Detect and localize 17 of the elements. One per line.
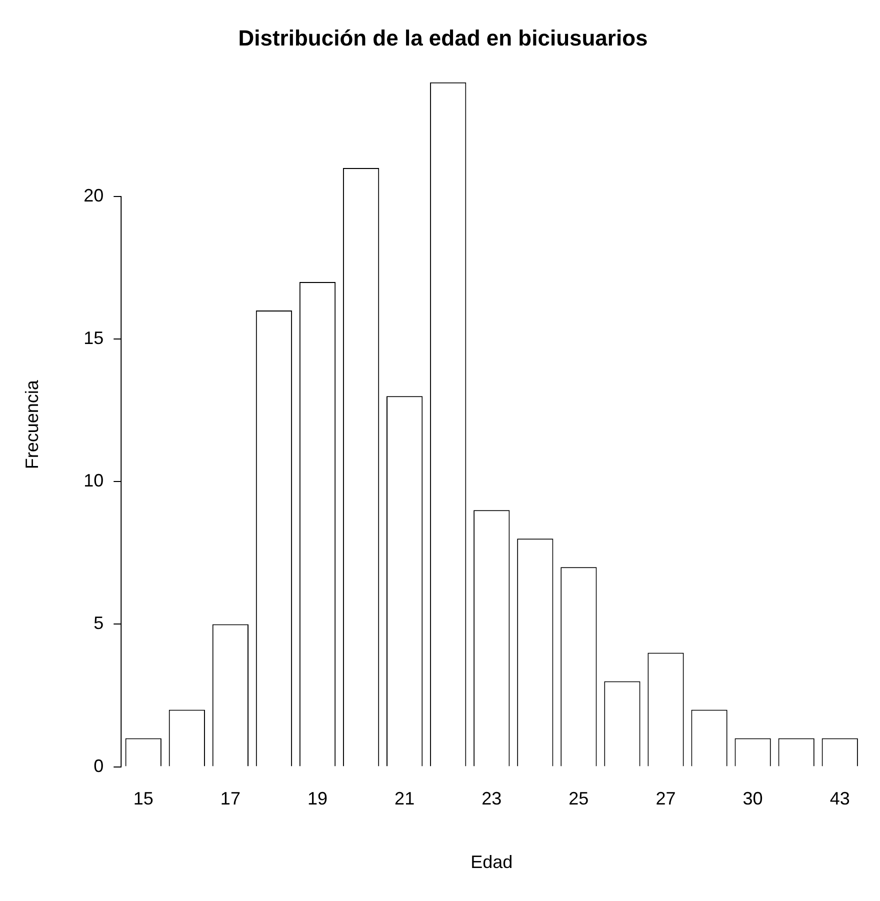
x-tick-label: 27 [656,788,676,809]
y-tick-label: 5 [94,613,104,634]
x-tick-label: 15 [133,788,154,809]
chart-title: Distribución de la edad en biciusuarios [238,25,648,50]
y-tick-label: 10 [84,470,104,491]
x-tick-label: 23 [482,788,502,809]
y-tick-label: 15 [84,328,104,348]
x-tick-label: 21 [394,788,415,809]
x-tick-label: 30 [742,788,763,809]
x-tick-label: 25 [568,788,589,809]
x-tick-label: 43 [830,788,850,809]
y-axis-title: Frecuencia [22,379,42,470]
x-axis-title: Edad [470,852,513,872]
y-tick-label: 0 [94,756,104,776]
x-tick-label: 19 [307,788,328,809]
y-tick-label: 20 [84,185,104,206]
x-tick-label: 17 [220,788,240,809]
